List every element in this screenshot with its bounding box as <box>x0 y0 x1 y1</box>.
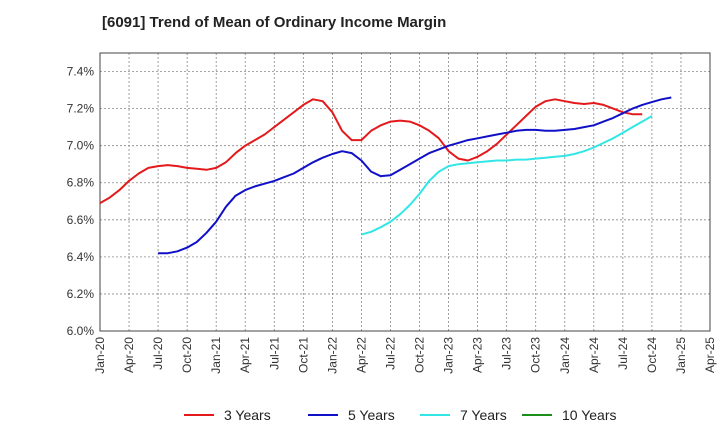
x-tick-label: Jul-24 <box>616 337 630 370</box>
x-tick-label: Oct-24 <box>645 337 659 373</box>
y-tick-label: 6.6% <box>67 213 95 227</box>
series-lines <box>99 96 672 255</box>
legend-label: 10 Years <box>562 407 617 423</box>
x-tick-label: Jan-23 <box>442 337 456 374</box>
x-tick-label: Jul-23 <box>500 337 514 370</box>
x-tick-label: Apr-24 <box>587 337 601 373</box>
y-tick-label: 6.0% <box>67 324 95 338</box>
legend-label: 5 Years <box>348 407 395 423</box>
x-tick-label: Oct-21 <box>296 337 310 373</box>
y-tick-label: 6.8% <box>67 176 95 190</box>
x-tick-label: Apr-23 <box>471 337 485 373</box>
y-tick-label: 6.2% <box>67 287 95 301</box>
x-tick-label: Jul-21 <box>267 337 281 370</box>
legend-label: 7 Years <box>460 407 507 423</box>
x-tick-label: Jan-22 <box>325 337 339 374</box>
axes: 6.0% 6.2% 6.4% 6.6% 6.8% 7.0% 7.2% 7.4% Jan-20 Ap… <box>67 52 717 374</box>
x-tick-label: Apr-21 <box>238 337 252 373</box>
series-line-5-years <box>158 96 672 255</box>
grid <box>100 53 710 331</box>
legend-label: 3 Years <box>224 407 271 423</box>
x-tick-label: Apr-25 <box>703 337 717 373</box>
legend: 3 Years 5 Years 7 Years 10 Years <box>184 407 617 423</box>
chart-title: [6091] Trend of Mean of Ordinary Income … <box>102 14 447 31</box>
y-tick-label: 7.0% <box>67 139 95 153</box>
x-tick-label: Jan-25 <box>674 337 688 374</box>
y-tick-label: 7.4% <box>67 65 95 79</box>
x-tick-label: Oct-20 <box>180 337 194 373</box>
x-tick-label: Jan-20 <box>93 337 107 374</box>
x-tick-label: Oct-23 <box>529 337 543 373</box>
series-line-3-years <box>99 98 643 204</box>
x-tick-label: Jan-21 <box>209 337 223 374</box>
x-tick-label: Apr-22 <box>354 337 368 373</box>
y-tick-label: 6.4% <box>67 250 95 264</box>
plot-frame <box>99 52 711 332</box>
x-tick-label: Jul-20 <box>151 337 165 370</box>
x-tick-label: Jul-22 <box>383 337 397 370</box>
y-tick-label: 7.2% <box>67 102 95 116</box>
x-tick-label: Oct-22 <box>413 337 427 373</box>
x-tick-label: Jan-24 <box>558 337 572 374</box>
x-tick-label: Apr-20 <box>122 337 136 373</box>
series-line-7-years <box>361 115 653 236</box>
